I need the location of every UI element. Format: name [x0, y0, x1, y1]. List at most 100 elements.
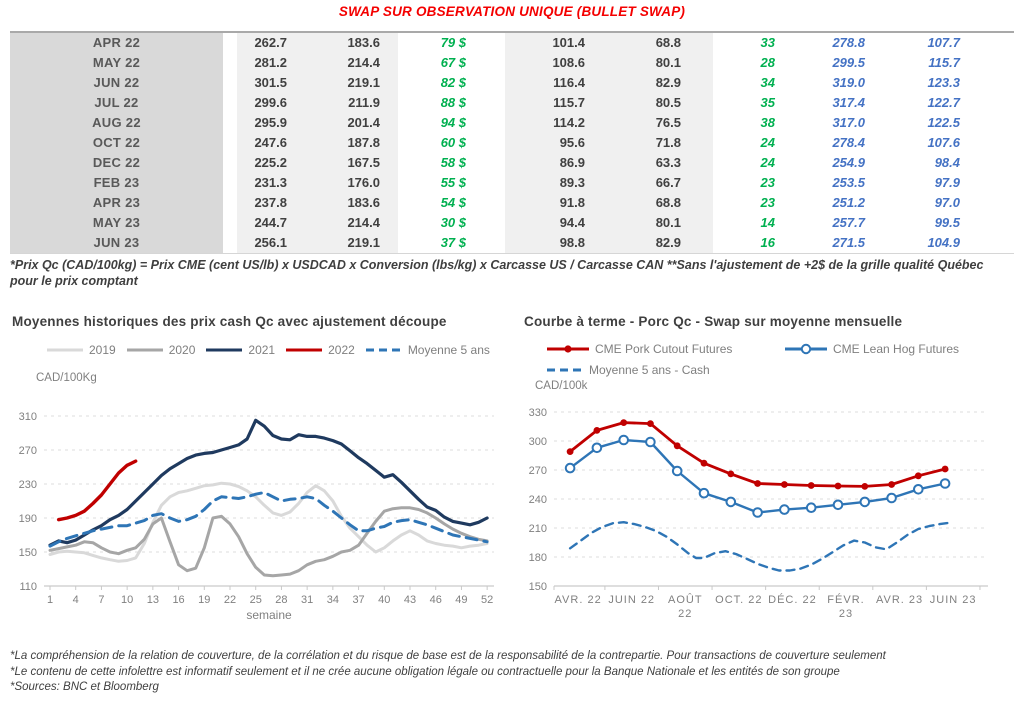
basis-col: 14 [760, 215, 775, 230]
value-col-1: 281.2 [237, 53, 313, 73]
legend-swatch-icon [547, 368, 583, 371]
value-col-1: 244.7 [237, 213, 313, 233]
value-col-4: 82.9 [609, 73, 713, 93]
table-row: MAY 23 244.7 214.4 30 $ 94.4 80.1 14 257.7 99.5 [10, 213, 1014, 233]
forward-curve-chart-title: Courbe à terme - Porc Qc - Swap sur moye… [524, 314, 903, 329]
basis-dollar-col: 30 $ [440, 215, 466, 230]
forward-curve-unit: CAD/100k [535, 380, 588, 392]
legend-label: 2021 [248, 343, 276, 357]
value-col-3: 86.9 [505, 153, 609, 173]
value-col-4: 82.9 [609, 233, 713, 253]
basis-dollar-col: 79 $ [440, 35, 466, 50]
value-col-2: 219.1 [313, 233, 398, 253]
value-col-2: 214.4 [313, 53, 398, 73]
svg-text:16: 16 [172, 594, 184, 606]
svg-text:150: 150 [19, 547, 37, 559]
svg-text:34: 34 [327, 594, 339, 606]
svg-text:270: 270 [529, 465, 547, 477]
legend-swatch-icon [126, 348, 163, 352]
cme-cad-col: 253.5 [832, 175, 865, 190]
legend-swatch-icon [785, 343, 827, 354]
legend-swatch-icon [47, 348, 83, 352]
month-cell: FEB 23 [10, 173, 223, 193]
value-col-4: 68.8 [609, 33, 713, 53]
disclaimer-footer: *La compréhension de la relation de couv… [10, 649, 1016, 696]
table-row: JUN 23 256.1 219.1 37 $ 98.8 82.9 16 271.5 104.9 [10, 233, 1014, 253]
month-cell: MAY 23 [10, 213, 223, 233]
svg-text:110: 110 [19, 581, 37, 593]
svg-text:31: 31 [301, 594, 313, 606]
svg-text:46: 46 [430, 594, 442, 606]
basis-col: 23 [760, 175, 775, 190]
sources-line: *Sources: BNC et Bloomberg [10, 681, 159, 693]
basis-dollar-col: 58 $ [440, 155, 466, 170]
legend-item-2019: 2019 [46, 343, 116, 357]
svg-text:300: 300 [529, 436, 547, 448]
value-col-3: 108.6 [505, 53, 609, 73]
value-col-2: 201.4 [313, 113, 398, 133]
cme-lean-cad-col: 104.9 [927, 235, 960, 250]
value-col-1: 237.8 [237, 193, 313, 213]
cme-lean-cad-col: 107.7 [927, 35, 960, 50]
table-row: DEC 22 225.2 167.5 58 $ 86.9 63.3 24 254.9 98.4 [10, 153, 1014, 173]
svg-text:40: 40 [378, 594, 390, 606]
svg-text:52: 52 [481, 594, 493, 606]
forward-curve-legend: CME Pork Cutout Futures CME Lean Hog Futu… [546, 338, 1012, 380]
svg-text:25: 25 [250, 594, 262, 606]
cme-lean-cad-col: 97.0 [934, 195, 960, 210]
svg-text:7: 7 [98, 594, 104, 606]
table-row: JUL 22 299.6 211.9 88 $ 115.7 80.5 35 317.4 122.… [10, 93, 1014, 113]
value-col-2: 214.4 [313, 213, 398, 233]
cme-cad-col: 278.4 [832, 135, 865, 150]
cme-lean-cad-col: 122.5 [927, 115, 960, 130]
legend-swatch-icon [365, 348, 402, 352]
legend-label: Moyenne 5 ans - Cash [589, 362, 710, 377]
svg-text:10: 10 [121, 594, 133, 606]
value-col-4: 80.5 [609, 93, 713, 113]
value-col-3: 115.7 [505, 93, 609, 113]
basis-dollar-col: 67 $ [440, 55, 466, 70]
svg-text:330: 330 [529, 407, 547, 419]
value-col-2: 211.9 [313, 93, 398, 113]
value-col-1: 247.6 [237, 133, 313, 153]
basis-dollar-col: 94 $ [440, 115, 466, 130]
month-cell: APR 22 [10, 33, 223, 53]
historical-chart-title: Moyennes historiques des prix cash Qc av… [12, 314, 447, 329]
month-cell: MAY 22 [10, 53, 223, 73]
svg-text:37: 37 [352, 594, 364, 606]
value-col-2: 183.6 [313, 33, 398, 53]
svg-text:JUIN 22: JUIN 22 [608, 594, 655, 606]
cme-cad-col: 317.0 [832, 115, 865, 130]
value-col-3: 94.4 [505, 213, 609, 233]
value-col-4: 63.3 [609, 153, 713, 173]
value-col-1: 231.3 [237, 173, 313, 193]
cme-cad-col: 317.4 [832, 95, 865, 110]
value-col-3: 116.4 [505, 73, 609, 93]
cme-lean-cad-col: 98.4 [934, 155, 960, 170]
legend-item-2022: 2022 [285, 343, 355, 357]
basis-col: 28 [760, 55, 775, 70]
value-col-3: 89.3 [505, 173, 609, 193]
historical-prices-chart: 110 150 190 230 270 310 1 4 7 10 13 16 19 22 25 28 31 34 3… [19, 411, 494, 622]
disclaimer-line: *Le contenu de cette infolettre est info… [10, 665, 840, 678]
basis-col: 35 [760, 95, 775, 110]
value-col-4: 76.5 [609, 113, 713, 133]
svg-text:JUIN 23: JUIN 23 [930, 594, 977, 606]
value-col-1: 295.9 [237, 113, 313, 133]
legend-item-2020: 2020 [126, 343, 196, 357]
value-col-3: 98.8 [505, 233, 609, 253]
value-col-1: 256.1 [237, 233, 313, 253]
value-col-1: 225.2 [237, 153, 313, 173]
svg-text:23: 23 [839, 608, 853, 620]
value-col-3: 95.6 [505, 133, 609, 153]
month-cell: JUN 22 [10, 73, 223, 93]
table-row: AUG 22 295.9 201.4 94 $ 114.2 76.5 38 317.0 122.… [10, 113, 1014, 133]
cme-cad-col: 251.2 [832, 195, 865, 210]
value-col-1: 301.5 [237, 73, 313, 93]
legend-label: CME Pork Cutout Futures [595, 341, 733, 356]
legend-item-cme-lean-hog-futures: CME Lean Hog Futures [784, 338, 959, 359]
cme-cad-col: 278.8 [832, 35, 865, 50]
legend-swatch-icon [206, 348, 243, 352]
legend-label: 2020 [168, 343, 196, 357]
